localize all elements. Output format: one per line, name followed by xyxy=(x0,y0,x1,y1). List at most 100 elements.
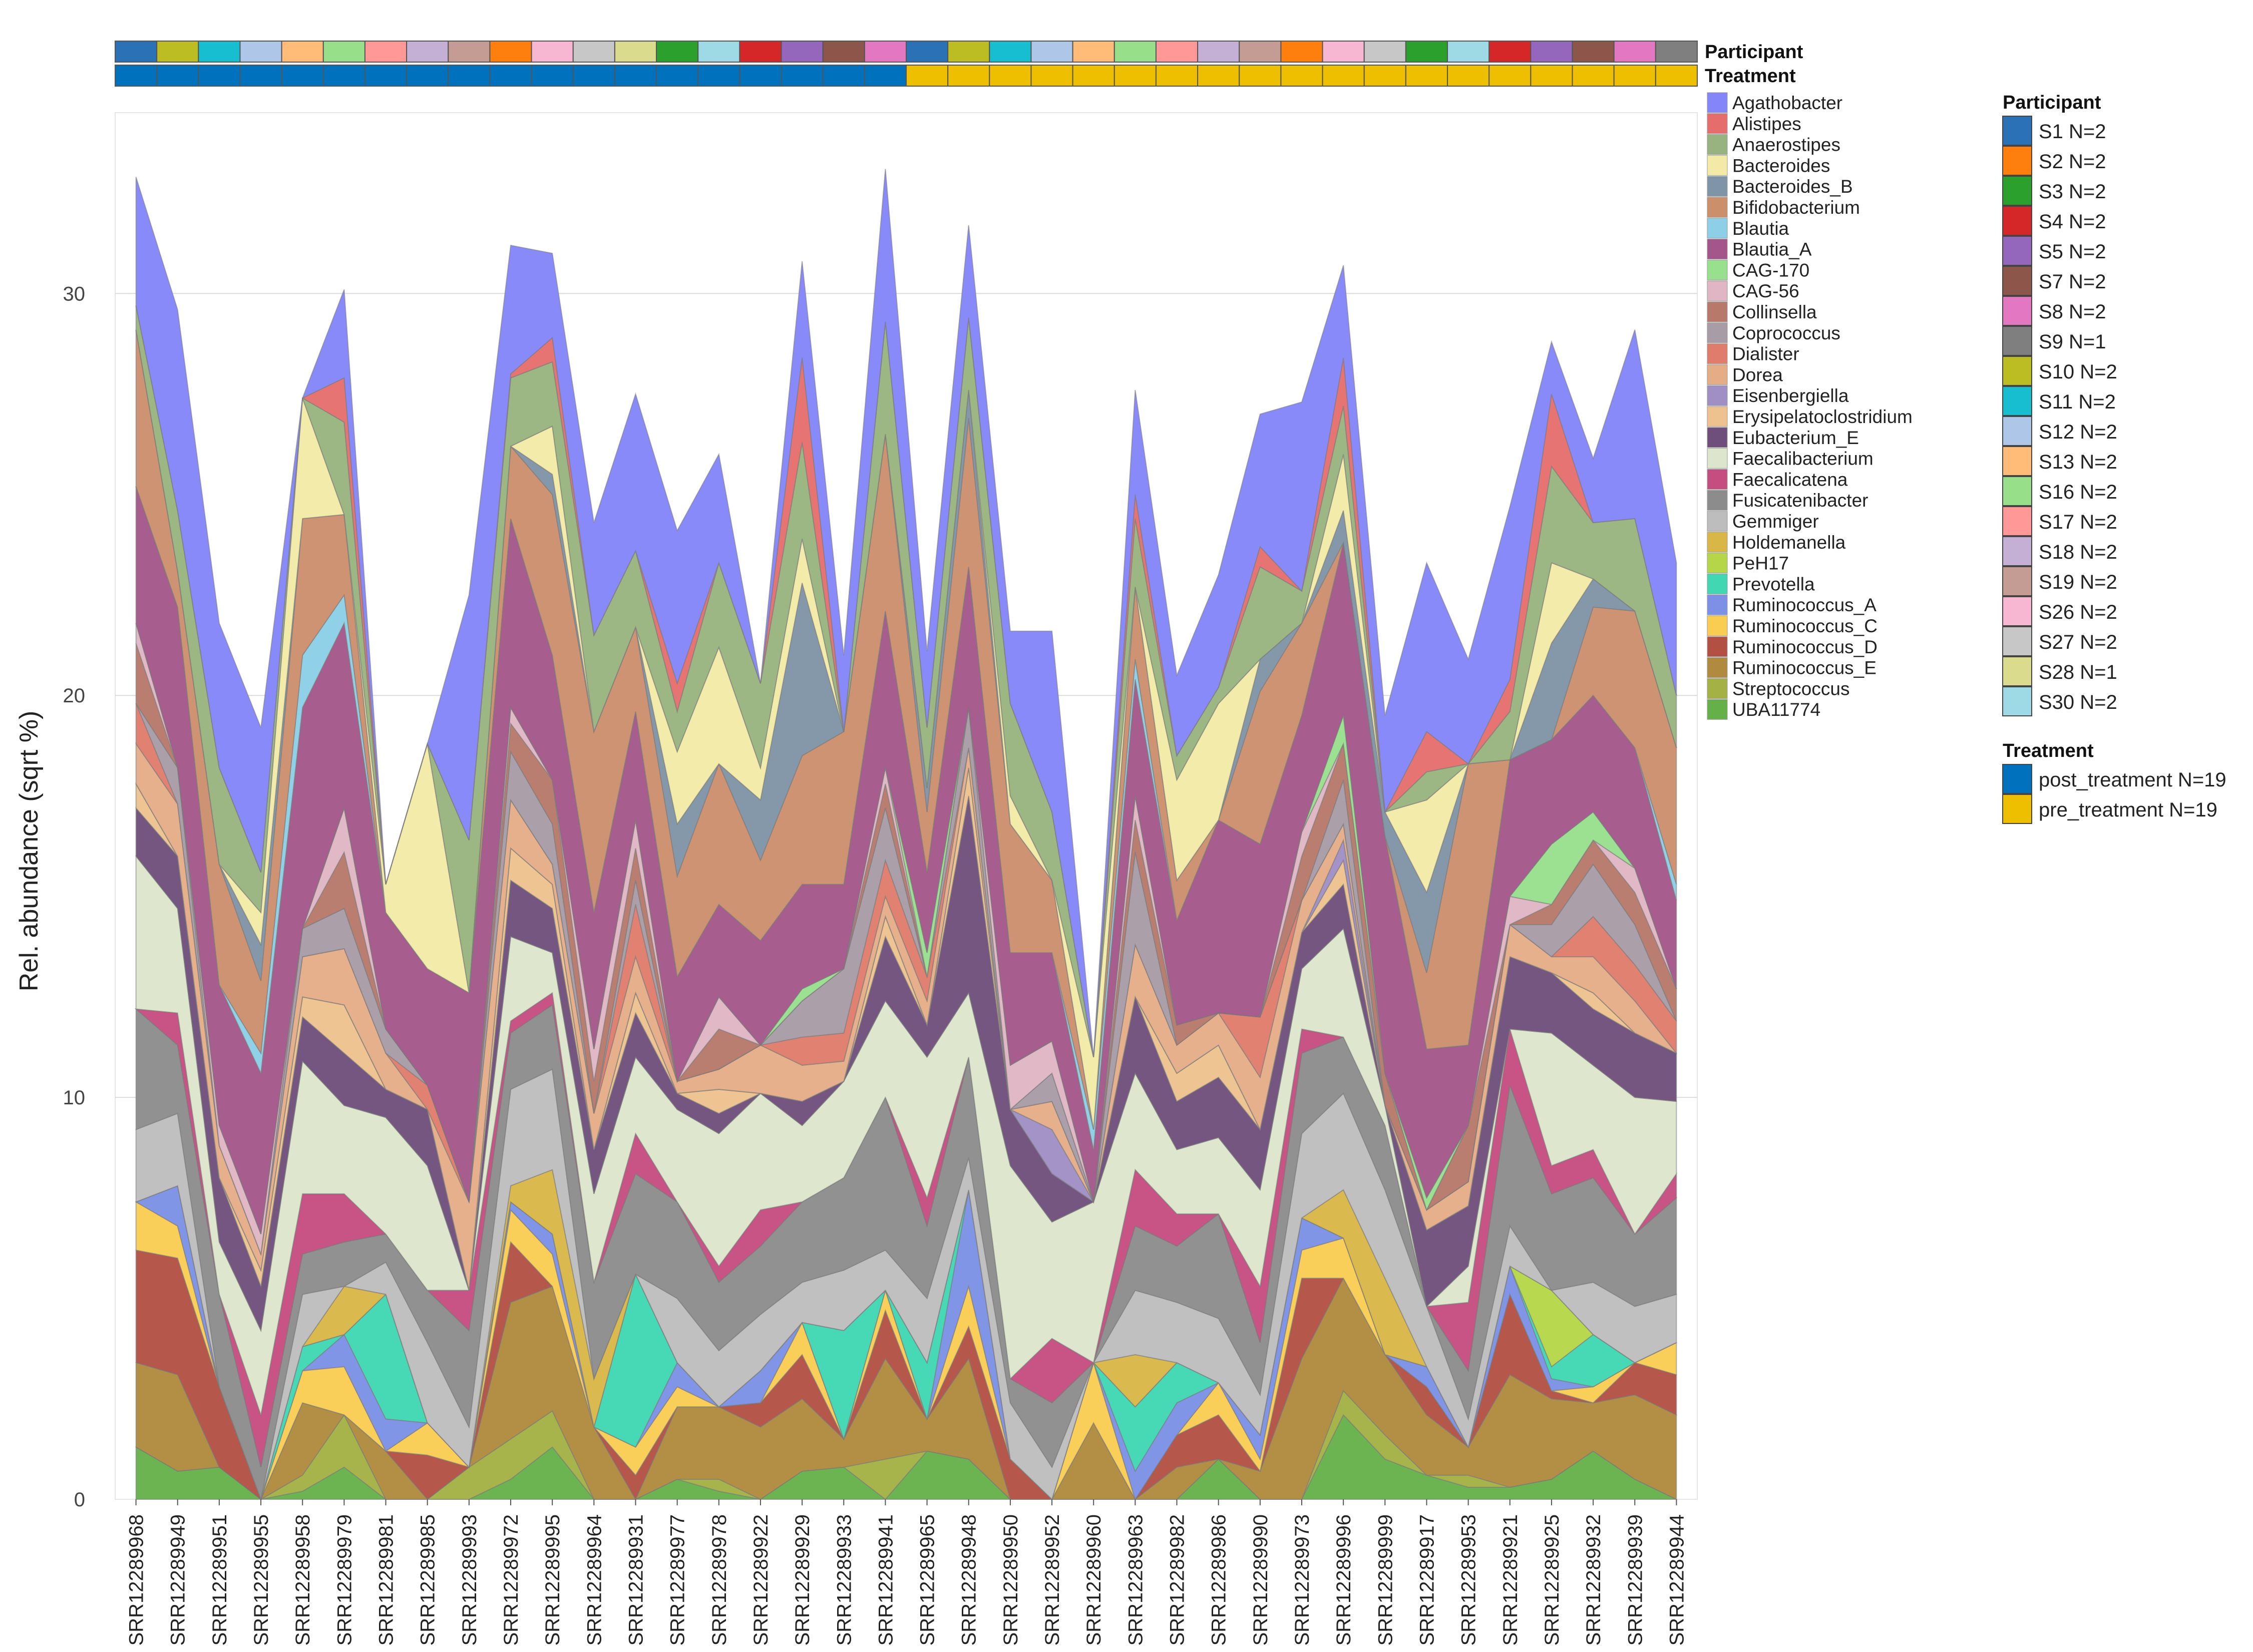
treatment-strip-cell xyxy=(739,65,782,87)
legend-label: Faecalicatena xyxy=(1732,469,1848,490)
treatment-legend-label: post_treatment N=19 xyxy=(2039,769,2226,791)
participant-legend-title: Participant xyxy=(2003,92,2101,113)
legend-label: Coprococcus xyxy=(1732,323,1840,343)
legend-label: Bifidobacterium xyxy=(1732,197,1860,218)
x-tick-label: SRR12289951 xyxy=(209,1514,231,1645)
treatment-strip-cell xyxy=(239,65,282,87)
legend-swatch xyxy=(1707,259,1728,280)
participant-strip-cell xyxy=(781,41,824,63)
treatment-strip-cell xyxy=(1655,65,1698,87)
participant-strip-cell xyxy=(281,41,324,63)
participant-legend-label: S1 N=2 xyxy=(2039,121,2106,143)
x-tick-label: SRR12289968 xyxy=(126,1514,148,1645)
legend-swatch xyxy=(1707,134,1728,155)
legend-swatch xyxy=(1707,322,1728,343)
participant-legend-swatch xyxy=(2002,296,2032,326)
x-tick-label: SRR12289977 xyxy=(667,1514,689,1645)
participant-legend-swatch xyxy=(2002,476,2032,506)
treatment-strip-cell xyxy=(156,65,199,87)
participant-legend-label: S16 N=2 xyxy=(2039,481,2117,503)
legend-swatch xyxy=(1707,636,1728,657)
treatment-strip-cell xyxy=(572,65,615,87)
legend-label: UBA11774 xyxy=(1732,699,1820,720)
x-axis: SRR12289968 SRR12289949 SRR12289951 SRR1228… xyxy=(126,1499,1688,1645)
legend-swatch xyxy=(1707,92,1728,113)
participant-legend-label: S9 N=1 xyxy=(2039,331,2106,353)
treatment-strip-cell xyxy=(1072,65,1115,87)
participant-legend-label: S19 N=2 xyxy=(2039,571,2117,593)
participant-legend-label: S3 N=2 xyxy=(2039,181,2106,203)
treatment-strip-cell xyxy=(1197,65,1240,87)
legend-swatch xyxy=(1707,594,1728,615)
participant-strip-cell xyxy=(656,41,699,63)
legend-label: Bacteroides_B xyxy=(1732,176,1853,197)
legend-swatch xyxy=(1707,406,1728,427)
legend-swatch xyxy=(1707,113,1728,134)
participant-strip-cell xyxy=(1155,41,1199,63)
participant-strip-cell xyxy=(364,41,408,63)
participant-legend-label: S30 N=2 xyxy=(2039,691,2117,713)
legend-label: Collinsella xyxy=(1732,302,1817,322)
participant-legend-swatch xyxy=(2002,566,2032,596)
treatment-strip-cell xyxy=(906,65,949,87)
legend-swatch xyxy=(1707,657,1728,678)
participant-strip-cell xyxy=(115,41,158,63)
treatment-strip-cell xyxy=(448,65,491,87)
participant-strip-cell xyxy=(614,41,657,63)
participant-legend-swatch xyxy=(2002,146,2032,176)
legend-label: Dialister xyxy=(1732,344,1799,364)
x-tick-label: SRR12289922 xyxy=(750,1514,772,1645)
x-tick-label: SRR12289931 xyxy=(625,1514,647,1645)
legend-label: Ruminococcus_A xyxy=(1732,595,1876,615)
treatment-legend-label: pre_treatment N=19 xyxy=(2039,799,2217,821)
legend-label: Eubacterium_E xyxy=(1732,428,1859,448)
x-tick-label: SRR12289950 xyxy=(1000,1514,1022,1645)
legends: AgathobacterAlistipesAnaerostipesBactero… xyxy=(1707,92,2226,824)
participant-strip-cell xyxy=(531,41,574,63)
participant-legend-swatch xyxy=(2002,416,2032,446)
participant-legend-swatch xyxy=(2002,536,2032,566)
participant-legend-swatch xyxy=(2002,206,2032,236)
participant-legend-label: S18 N=2 xyxy=(2039,541,2117,563)
legend-label: Gemmiger xyxy=(1732,511,1819,532)
participant-legend-swatch xyxy=(2002,686,2032,716)
treatment-legend: Treatment post_treatment N=19 pre_treatmen… xyxy=(2002,740,2226,824)
legend-label: Eisenbergiella xyxy=(1732,385,1849,406)
participant-strip-cell xyxy=(1322,41,1365,63)
participant-legend-label: S26 N=2 xyxy=(2039,601,2117,623)
legend-swatch xyxy=(1707,218,1728,239)
area-series-group xyxy=(134,169,1677,1501)
legend-swatch xyxy=(1707,280,1728,301)
treatment-strip-cell xyxy=(614,65,657,87)
x-tick-label: SRR12289990 xyxy=(1250,1514,1272,1645)
annotation-strips: Participant Treatment xyxy=(115,41,1803,87)
treatment-strip-cell xyxy=(531,65,574,87)
treatment-strip-cell xyxy=(489,65,532,87)
x-tick-label: SRR12289932 xyxy=(1583,1514,1605,1645)
x-tick-label: SRR12289948 xyxy=(958,1514,980,1645)
legend-swatch xyxy=(1707,301,1728,322)
participant-strip-cell xyxy=(1405,41,1448,63)
treatment-strip-cell xyxy=(1322,65,1365,87)
participant-strip-cell xyxy=(1030,41,1073,63)
x-tick-label: SRR12289917 xyxy=(1416,1514,1438,1645)
participant-strip-cell xyxy=(822,41,865,63)
treatment-strip-label: Treatment xyxy=(1705,66,1796,87)
legend-label: Alistipes xyxy=(1732,114,1801,134)
legend-label: Ruminococcus_D xyxy=(1732,637,1878,657)
legend-label: Blautia_A xyxy=(1732,239,1812,260)
treatment-strip-cell xyxy=(1530,65,1573,87)
treatment-strip-cell xyxy=(1155,65,1199,87)
x-tick-label: SRR12289979 xyxy=(333,1514,355,1645)
legend-label: CAG-56 xyxy=(1732,281,1799,301)
treatment-strip-cell xyxy=(1405,65,1448,87)
participant-strip-cell xyxy=(697,41,740,63)
participant-legend-swatch xyxy=(2002,386,2032,416)
y-tick-label: 10 xyxy=(63,1087,86,1109)
treatment-strip-cell xyxy=(115,65,158,87)
participant-strip-cell xyxy=(1363,41,1406,63)
treatment-strip-cell xyxy=(198,65,241,87)
treatment-strip-cell xyxy=(1572,65,1615,87)
legend-label: Fusicatenibacter xyxy=(1732,490,1868,511)
